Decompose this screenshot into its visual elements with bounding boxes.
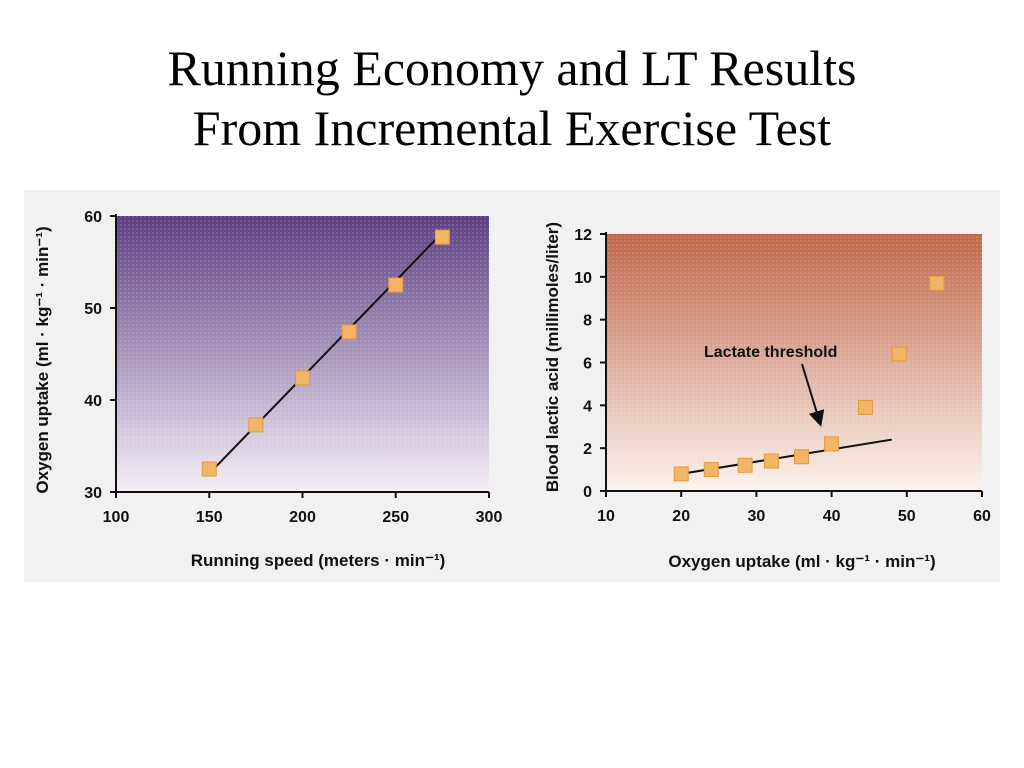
right-y-tick-label: 8	[583, 313, 592, 330]
right-x-tick-label: 10	[597, 508, 615, 525]
left-fit-line	[208, 231, 444, 475]
left-y-tick-label: 30	[84, 485, 102, 502]
right-data-point	[737, 457, 753, 473]
lactate-threshold-arrow	[801, 363, 825, 427]
left-x-axis-label: Running speed (meters · min⁻¹)	[191, 551, 446, 570]
right-y-tick-label: 6	[583, 356, 592, 373]
right-data-point	[857, 399, 873, 415]
right-y-axis-label: Blood lactic acid (millimoles/liter)	[543, 222, 562, 492]
left-data-point	[248, 417, 264, 433]
left-x-tick-label: 200	[289, 509, 316, 526]
left-x-tick-label: 150	[196, 509, 223, 526]
left-marks	[201, 229, 450, 477]
right-data-point	[891, 346, 907, 362]
right-y-tick-label: 4	[583, 398, 592, 415]
left-x-tick-label: 300	[476, 509, 503, 526]
right-data-point	[703, 462, 719, 478]
right-marks	[673, 275, 945, 482]
left-x-tick-label: 250	[382, 509, 409, 526]
right-y-tick-label: 12	[574, 227, 592, 244]
right-data-point	[929, 275, 945, 291]
left-y-axis-label: Oxygen uptake (ml · kg⁻¹ · min⁻¹)	[33, 226, 52, 493]
right-y-tick-label: 10	[574, 270, 592, 287]
right-x-axis-label: Oxygen uptake (ml · kg⁻¹ · min⁻¹)	[668, 552, 935, 571]
right-data-point	[673, 466, 689, 482]
right-axes: 10 20 30 40 50 60 0 2 4 6 8 10 12	[574, 227, 991, 525]
lactate-threshold-annotation: Lactate threshold	[704, 344, 837, 361]
right-x-tick-label: 40	[823, 508, 841, 525]
right-data-point	[763, 453, 779, 469]
left-data-point	[388, 277, 404, 293]
left-y-tick-label: 40	[84, 393, 102, 410]
left-y-tick-label: 60	[84, 209, 102, 226]
left-x-tick-label: 100	[103, 509, 130, 526]
right-x-tick-label: 30	[748, 508, 766, 525]
left-y-tick-label: 50	[84, 301, 102, 318]
right-x-tick-label: 20	[672, 508, 690, 525]
right-plot-texture	[606, 234, 982, 491]
right-x-tick-label: 50	[898, 508, 916, 525]
title-line-2: From Incremental Exercise Test	[192, 100, 832, 156]
slide-title: Running Economy and LT Results From Incr…	[0, 38, 1024, 158]
left-data-point	[434, 229, 450, 245]
left-data-point	[295, 370, 310, 386]
left-data-point	[201, 461, 217, 477]
right-data-point	[824, 436, 840, 452]
title-line-1: Running Economy and LT Results	[167, 40, 857, 96]
right-y-tick-label: 0	[583, 484, 592, 501]
right-y-tick-label: 2	[583, 441, 592, 458]
right-x-tick-label: 60	[973, 508, 991, 525]
chart-left: 100 150 200 250 300 30 40 50 60 Running speed (m…	[33, 209, 502, 570]
left-plot-texture	[116, 216, 489, 492]
left-data-point	[341, 324, 357, 340]
left-axes: 100 150 200 250 300 30 40 50 60	[84, 209, 502, 526]
right-data-point	[794, 449, 810, 465]
